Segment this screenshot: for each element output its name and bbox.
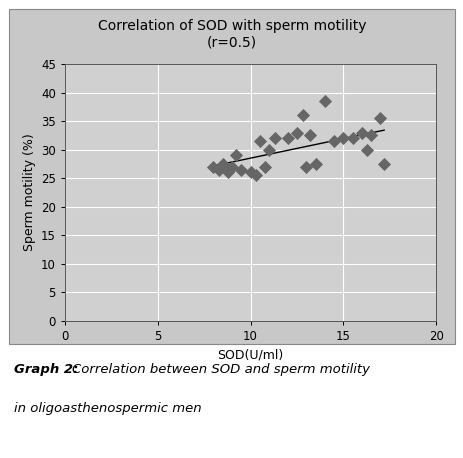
Text: Correlation between SOD and sperm motility: Correlation between SOD and sperm motili… bbox=[72, 363, 369, 376]
Point bbox=[357, 129, 365, 136]
Point bbox=[363, 146, 370, 153]
Point bbox=[283, 135, 291, 142]
Point bbox=[376, 114, 383, 122]
Y-axis label: Sperm motility (%): Sperm motility (%) bbox=[22, 133, 36, 251]
Point bbox=[261, 163, 269, 170]
Point bbox=[209, 163, 217, 170]
Point bbox=[380, 160, 387, 168]
Point bbox=[256, 137, 263, 145]
Point bbox=[228, 163, 235, 170]
Point bbox=[215, 166, 222, 173]
Text: Correlation of SOD with sperm motility: Correlation of SOD with sperm motility bbox=[98, 19, 365, 33]
Point bbox=[252, 172, 259, 179]
Point bbox=[311, 160, 319, 168]
Point bbox=[348, 135, 356, 142]
Point bbox=[237, 166, 244, 173]
Point bbox=[293, 129, 300, 136]
Point bbox=[367, 132, 374, 139]
Text: in oligoasthenospermic men: in oligoasthenospermic men bbox=[14, 402, 201, 415]
Point bbox=[330, 137, 337, 145]
Point bbox=[306, 132, 313, 139]
X-axis label: SOD(U/ml): SOD(U/ml) bbox=[217, 348, 283, 361]
Point bbox=[246, 169, 254, 176]
Point bbox=[270, 135, 278, 142]
Point bbox=[265, 146, 272, 153]
Text: (r=0.5): (r=0.5) bbox=[206, 35, 257, 49]
Text: Graph 2:: Graph 2: bbox=[14, 363, 78, 376]
Point bbox=[339, 135, 346, 142]
Point bbox=[302, 163, 309, 170]
Point bbox=[219, 160, 226, 168]
Point bbox=[224, 169, 232, 176]
Point bbox=[298, 112, 306, 119]
Point bbox=[320, 98, 328, 105]
Point bbox=[232, 152, 239, 159]
